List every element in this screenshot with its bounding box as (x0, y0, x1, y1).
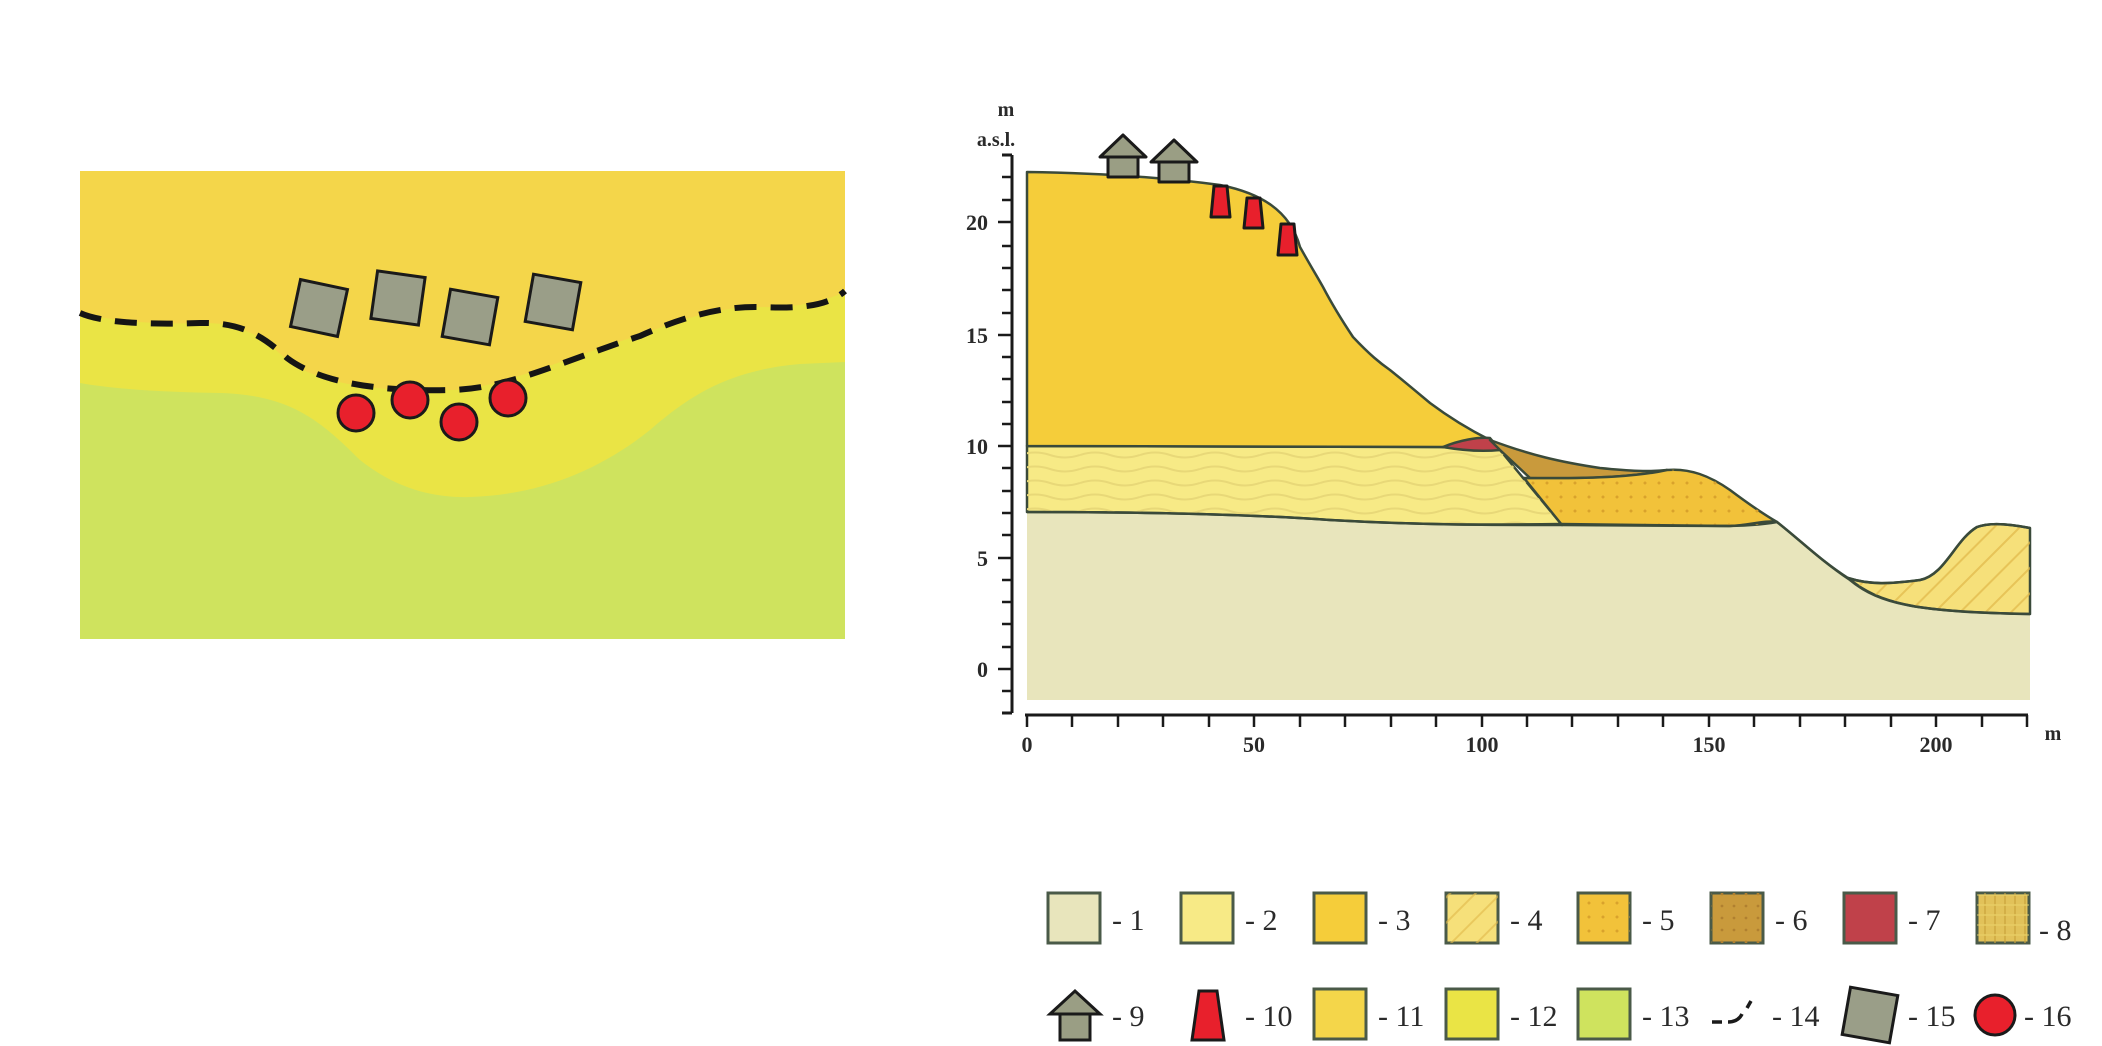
x-tick-200: 200 (1920, 732, 1953, 757)
legend-item-9: - 9 (1046, 988, 1145, 1042)
legend-label-12: - 12 (1510, 1000, 1558, 1033)
y-axis (998, 153, 1014, 715)
legend-label-2: - 2 (1245, 904, 1278, 937)
legend-item-3: - 3 (1312, 891, 1411, 945)
markers-10 (1209, 184, 1299, 257)
legend-item-1: - 1 (1046, 891, 1145, 945)
zone-13 (80, 362, 845, 639)
layer-1 (1027, 512, 2030, 700)
trapezoid-icon (1209, 184, 1232, 219)
house-icon (1149, 138, 1199, 184)
point-icon (488, 378, 528, 418)
x-tick-0: 0 (1022, 732, 1033, 757)
layer-3 (1025, 170, 1492, 449)
point-icon (439, 402, 479, 442)
legend-item-2: - 2 (1179, 891, 1278, 945)
x-tick-100: 100 (1466, 732, 1499, 757)
legend-label-10: - 10 (1245, 1000, 1293, 1033)
y-tick-0: 0 (977, 657, 988, 682)
x-axis (1025, 713, 2029, 727)
circle-icon (1973, 993, 2017, 1037)
legend-label-3: - 3 (1378, 904, 1411, 937)
plan-view-panel (78, 171, 847, 639)
houses-9 (1098, 133, 1199, 184)
boundary-line-14 (78, 288, 847, 394)
trapezoid-icon (1276, 222, 1299, 257)
trapezoid-icon (1190, 989, 1226, 1042)
legend-item-10: - 10 (1190, 989, 1293, 1042)
points-16 (336, 378, 528, 442)
layer-5-pattern (1524, 469, 1777, 526)
buildings-15 (288, 269, 583, 347)
legend-label-9: - 9 (1112, 1000, 1145, 1033)
cross-section-panel (1025, 133, 2032, 700)
x-axis-unit: m (2045, 723, 2062, 745)
trapezoid-icon (1242, 196, 1265, 230)
legend-item-6: - 6 (1709, 891, 1808, 945)
layer-1-top-line (1026, 510, 2031, 616)
ground-surface-line (1776, 521, 2031, 585)
legend-label-13: - 13 (1642, 1000, 1690, 1033)
legend-label-8: - 8 (2039, 914, 2072, 947)
legend-item-11: - 11 (1312, 987, 1424, 1041)
point-icon (390, 380, 430, 420)
legend-label-5: - 5 (1642, 904, 1675, 937)
layer-2-pattern (1027, 446, 1562, 525)
house-icon (1046, 988, 1104, 1042)
legend-label-11: - 11 (1378, 1000, 1424, 1033)
y-tick-5: 5 (977, 546, 988, 571)
legend-item-15: - 15 (1840, 985, 1956, 1045)
building-icon (523, 272, 583, 332)
building-icon (440, 287, 500, 347)
building-icon (288, 277, 350, 339)
legend-item-13: - 13 (1576, 987, 1690, 1041)
legend-label-4: - 4 (1510, 904, 1543, 937)
x-tick-150: 150 (1693, 732, 1726, 757)
legend-label-6: - 6 (1775, 904, 1808, 937)
y-tick-20: 20 (966, 210, 988, 235)
legend-item-7: - 7 (1842, 891, 1941, 945)
point-icon (336, 393, 376, 433)
legend-item-12: - 12 (1444, 987, 1558, 1041)
y-tick-10: 10 (966, 434, 988, 459)
legend-item-4: - 4 (1444, 891, 1543, 945)
legend-item-5: - 5 (1576, 891, 1675, 945)
legend-label-16: - 16 (2024, 1000, 2072, 1033)
building-icon (369, 269, 427, 327)
x-tick-50: 50 (1243, 732, 1265, 757)
legend-label-14: - 14 (1772, 1000, 1820, 1033)
house-icon (1098, 133, 1148, 179)
legend-label-15: - 15 (1908, 1000, 1956, 1033)
legend-label-1: - 1 (1112, 904, 1145, 937)
legend-label-7: - 7 (1908, 904, 1941, 937)
rotated-square-icon (1840, 985, 1900, 1045)
legend-item-8: - 8 (1975, 891, 2072, 947)
legend-item-14: - 14 (1712, 1000, 1820, 1033)
y-axis-unit-m: m (998, 99, 1015, 121)
legend-item-16: - 16 (1973, 993, 2072, 1037)
dashed-line-icon (1712, 1000, 1753, 1024)
y-axis-unit-asl: a.s.l. (977, 129, 1015, 151)
y-tick-15: 15 (966, 323, 988, 348)
legend: - 1 - 2 - 3 - 4 - 5 - 6 - 7 (1046, 891, 2072, 1045)
